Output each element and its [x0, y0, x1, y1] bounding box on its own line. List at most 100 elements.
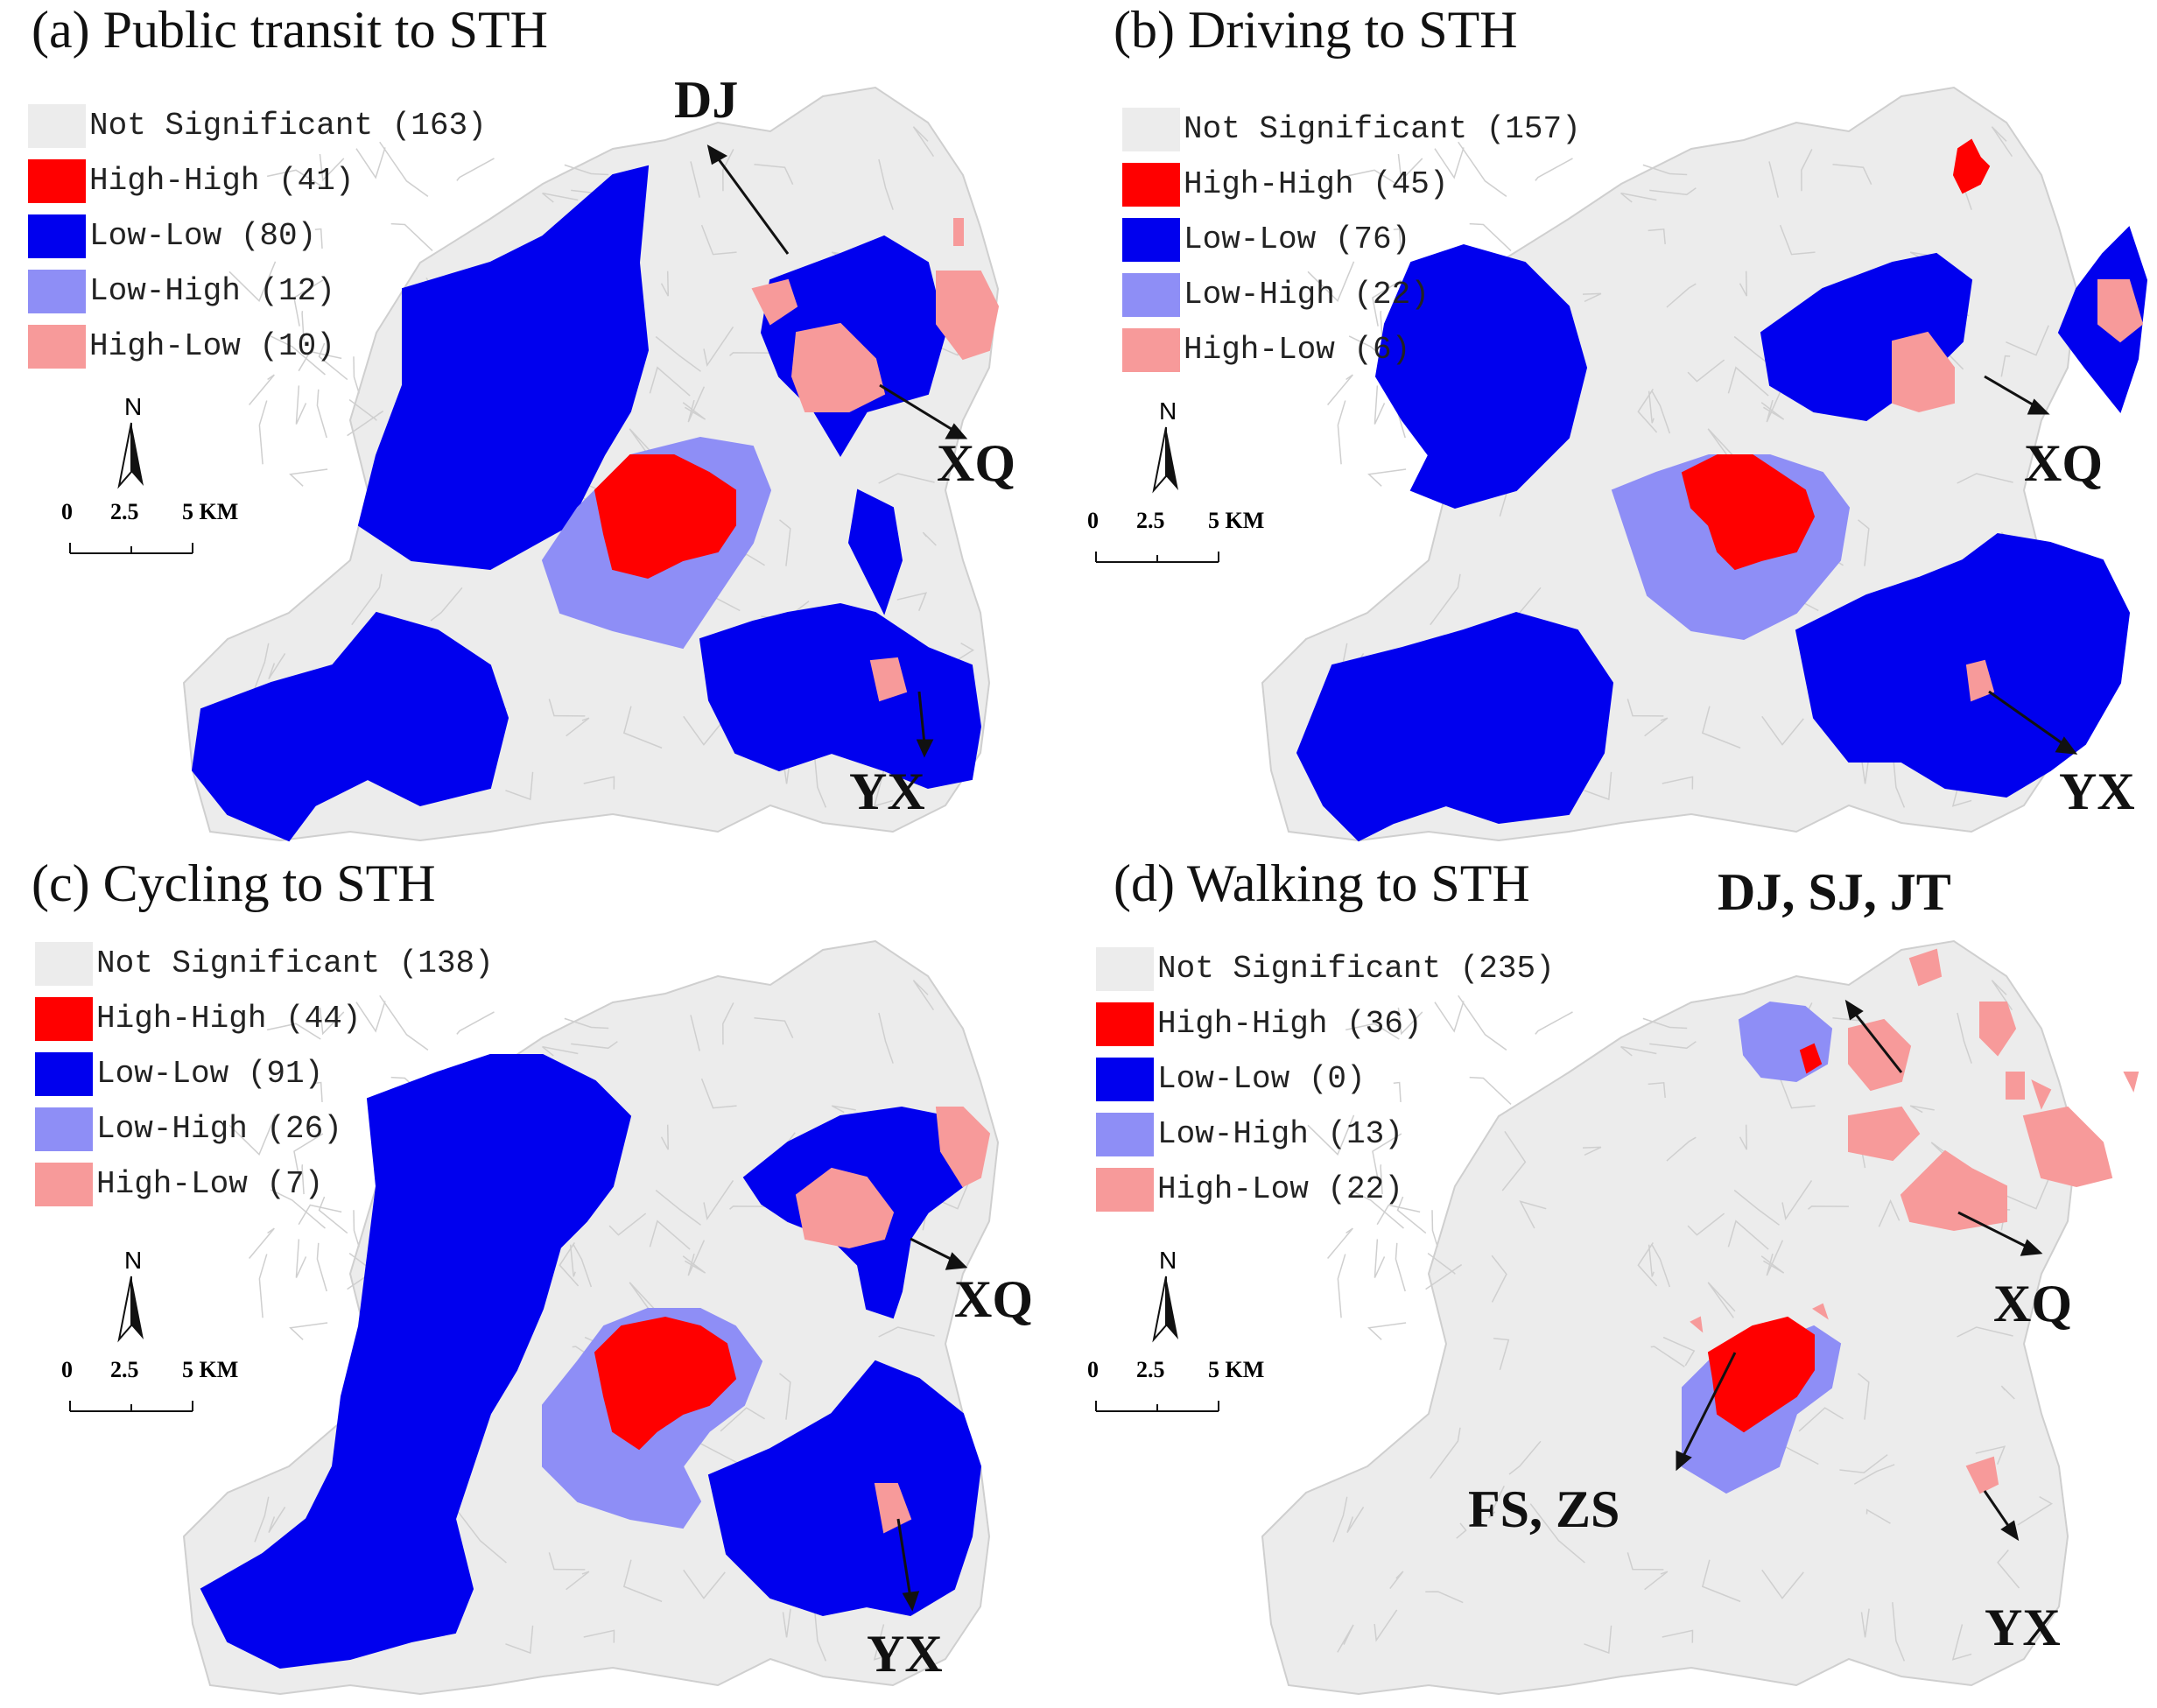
- legend-item-low-high: Low-High (22): [1122, 267, 1581, 322]
- cell-boundary: [703, 327, 734, 368]
- panel-public-transit: (a) Public transit to STH Not Significan…: [0, 0, 1078, 854]
- cell-boundary: [1376, 1204, 1421, 1226]
- scale-tick-0: 0: [1087, 508, 1099, 533]
- legend: Not Significant (157) High-High (45) Low…: [1122, 102, 1581, 377]
- map-public-transit: [182, 86, 1000, 842]
- cell-boundary: [314, 228, 323, 250]
- cell-boundary: [1779, 1078, 1816, 1109]
- cell-boundary: [542, 192, 579, 203]
- cell-boundary: [1766, 386, 1784, 423]
- cell-boundary: [720, 1407, 765, 1432]
- panel-title: (d) Walking to STH: [1114, 854, 1530, 912]
- cell-boundary: [1644, 1571, 1669, 1591]
- cell-boundary: [649, 366, 691, 397]
- cell-boundary: [922, 531, 937, 546]
- cell-boundary: [700, 1078, 737, 1109]
- legend-label: Low-Low (80): [89, 218, 317, 254]
- cell-boundary: [782, 1608, 791, 1638]
- cell-boundary: [1649, 187, 1697, 196]
- cell-boundary: [1648, 228, 1666, 245]
- cell-boundary: [1458, 995, 1507, 1051]
- cell-boundary: [1393, 228, 1402, 250]
- high-low-zone: [2006, 1072, 2025, 1100]
- high-high-zone: [1799, 1043, 1823, 1074]
- cell-boundary: [1337, 400, 1346, 465]
- cell-boundary: [1493, 1338, 1510, 1371]
- cell-boundary: [1781, 1180, 1813, 1221]
- cell-boundary: [1662, 1629, 1694, 1643]
- cell-boundary: [293, 1133, 324, 1180]
- cell-boundary: [622, 1559, 663, 1603]
- cell-boundary: [1707, 428, 1736, 465]
- legend-item-low-high: Low-High (13): [1096, 1107, 1555, 1162]
- legend-item-high-low: High-Low (22): [1096, 1162, 1555, 1217]
- legend-item-high-high: High-High (41): [28, 153, 487, 208]
- north-label: N: [1159, 397, 1177, 425]
- cell-boundary: [754, 164, 794, 185]
- cell-boundary: [254, 1496, 270, 1543]
- high-high-zones: [594, 454, 736, 580]
- cell-boundary: [729, 1205, 770, 1210]
- legend-label: High-High (45): [1184, 166, 1449, 202]
- cell-boundary: [1488, 1486, 1505, 1519]
- high-low-zone: [2022, 1106, 2113, 1188]
- cell-boundary: [683, 715, 726, 746]
- cell-boundary: [1662, 1336, 1696, 1367]
- cell-boundary: [268, 1507, 286, 1533]
- cell-boundary: [1865, 1508, 1891, 1524]
- cell-boundary: [1733, 1189, 1780, 1226]
- cell-boundary: [1951, 1624, 1972, 1661]
- cell-boundary: [295, 1239, 307, 1278]
- cell-boundary: [1957, 473, 2013, 484]
- high-low-zone: [1892, 331, 1955, 413]
- swatch-high-low: [1122, 327, 1180, 372]
- legend-label: Low-High (22): [1184, 277, 1430, 313]
- callout-label: YX: [1985, 1599, 2061, 1656]
- cell-boundary: [316, 389, 327, 439]
- cell-boundary: [690, 1015, 700, 1051]
- callout-label: DJ: [674, 71, 739, 129]
- cell-boundary: [1372, 1133, 1402, 1180]
- cell-boundary: [700, 224, 737, 256]
- cell-boundary: [1648, 390, 1655, 424]
- cell-boundary: [1380, 1164, 1383, 1195]
- legend-item-not-significant: Not Significant (138): [35, 936, 494, 991]
- cell-boundary: [451, 1503, 507, 1564]
- cell-boundary: [1761, 1569, 1804, 1599]
- scale-tick-5km: 5 KM: [182, 1357, 239, 1382]
- cell-boundary: [1393, 1081, 1402, 1103]
- scale-tick-2-5: 2.5: [110, 1357, 139, 1382]
- cell-boundary: [301, 311, 305, 341]
- legend-label: Not Significant (157): [1184, 111, 1581, 147]
- cell-boundary: [318, 342, 348, 381]
- cell-boundary: [722, 1002, 734, 1045]
- cell-boundary: [1395, 1242, 1406, 1292]
- swatch-low-high: [28, 269, 86, 313]
- high-low-zone: [1848, 1106, 1921, 1162]
- cell-boundary: [266, 169, 321, 186]
- low-low-zone: [847, 489, 903, 615]
- cell-boundary: [289, 468, 328, 487]
- cell-boundary: [754, 1017, 794, 1038]
- legend-item-high-high: High-High (44): [35, 991, 494, 1046]
- low-low-zone: [200, 1054, 632, 1669]
- legend: Not Significant (138) High-High (44) Low…: [35, 936, 494, 1212]
- cell-boundary: [2017, 1495, 2053, 1526]
- cell-boundary: [1687, 1212, 1725, 1236]
- cell-boundary: [228, 261, 277, 303]
- high-high-zones: [1707, 1043, 1823, 1433]
- swatch-high-high: [1096, 1002, 1154, 1046]
- swatch-low-low: [35, 1051, 93, 1096]
- panel-title: (b) Driving to STH: [1114, 1, 1518, 59]
- cell-boundary: [1582, 1146, 1602, 1156]
- low-low-zone: [699, 602, 982, 790]
- callout-label: XQ: [2024, 434, 2103, 492]
- cell-boundary: [1456, 1522, 1467, 1539]
- cell-boundary: [1425, 1263, 1463, 1290]
- cell-boundary: [1991, 980, 2013, 1011]
- cell-boundary: [1397, 1007, 1423, 1036]
- cell-boundary: [896, 592, 928, 611]
- cell-boundary: [505, 1625, 534, 1655]
- cell-boundary: [660, 271, 670, 297]
- high-high-zones: [594, 1316, 737, 1451]
